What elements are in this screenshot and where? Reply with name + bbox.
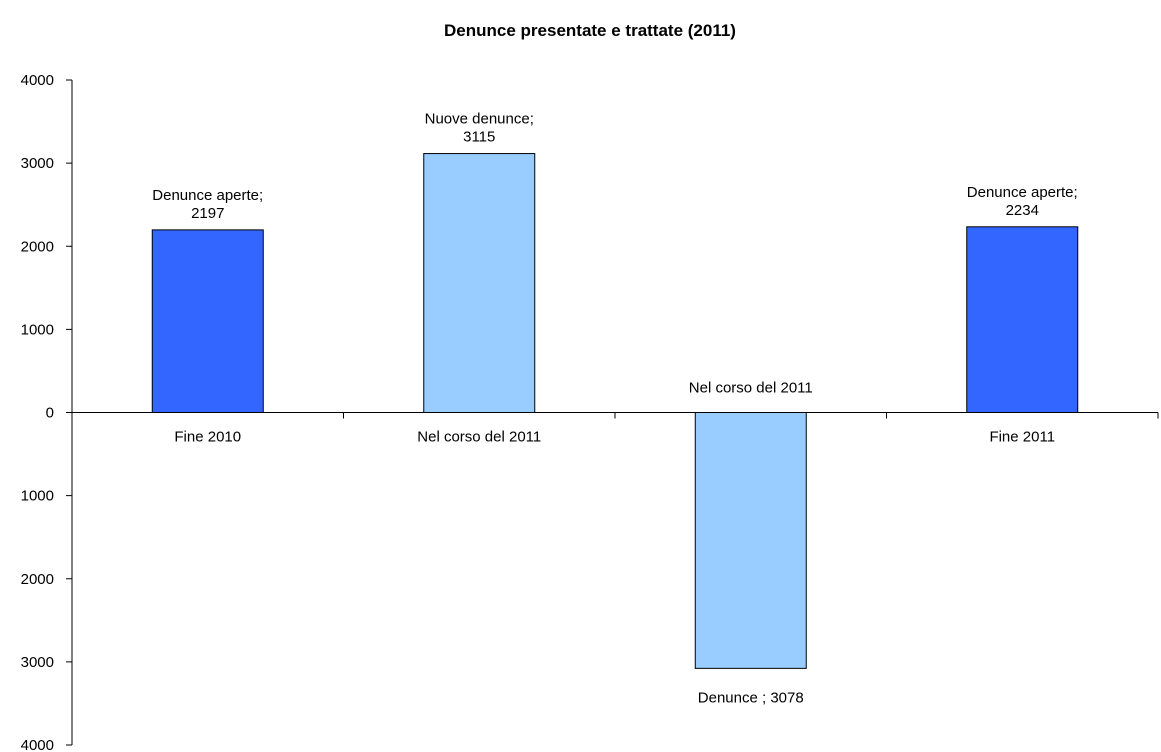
category-label: Nel corso del 2011 — [689, 380, 813, 397]
y-tick-label: 4000 — [21, 737, 54, 752]
data-label: Denunce ; 3078 — [698, 689, 804, 706]
bar — [423, 153, 536, 414]
y-tick-label: 2000 — [21, 238, 54, 255]
bar — [966, 226, 1079, 413]
data-label: 2234 — [1006, 202, 1039, 219]
y-axis: 4000 3000 2000 1000 0 1000 2000 3000 4000 — [21, 72, 73, 752]
bar — [694, 412, 807, 669]
x-axis — [72, 412, 1159, 419]
data-label: Denunce aperte; — [152, 187, 263, 204]
bars — [151, 153, 1079, 669]
bar — [151, 229, 264, 413]
y-tick-label: 0 — [46, 405, 54, 422]
chart-title: Denunce presentate e trattate (2011) — [444, 21, 736, 40]
data-label: Denunce aperte; — [967, 184, 1078, 201]
data-label: 2197 — [191, 205, 224, 222]
data-label: Nuove denunce; — [425, 111, 534, 128]
y-tick-label: 1000 — [21, 488, 54, 505]
data-label: 3115 — [463, 129, 495, 146]
category-label: Nel corso del 2011 — [417, 429, 541, 446]
y-tick-label: 3000 — [21, 654, 54, 671]
category-label: Fine 2010 — [174, 429, 241, 446]
y-tick-label: 2000 — [21, 571, 54, 588]
category-labels: Fine 2010 Nel corso del 2011 Nel corso del… — [174, 380, 1055, 446]
y-tick-label: 1000 — [21, 321, 54, 338]
y-tick-label: 3000 — [21, 155, 54, 172]
y-tick-label: 4000 — [21, 72, 54, 89]
category-label: Fine 2011 — [989, 429, 1055, 446]
